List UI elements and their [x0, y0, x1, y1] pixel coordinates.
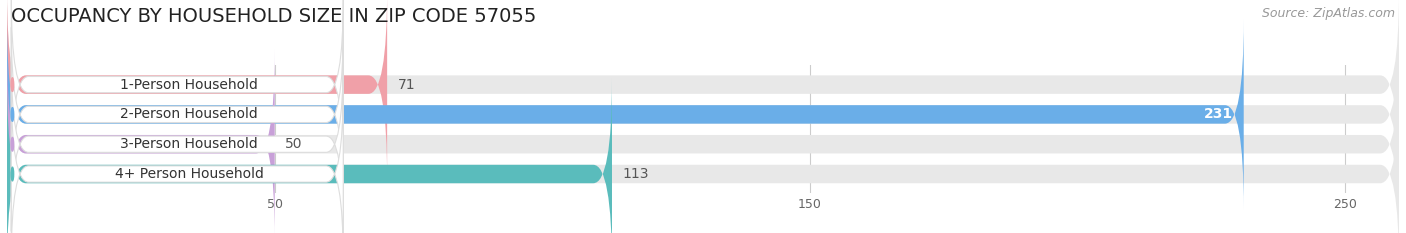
Text: 113: 113: [623, 167, 650, 181]
Circle shape: [11, 78, 14, 91]
FancyBboxPatch shape: [7, 79, 612, 233]
Circle shape: [11, 108, 14, 121]
Text: 231: 231: [1204, 107, 1233, 121]
FancyBboxPatch shape: [11, 57, 343, 231]
Text: 50: 50: [285, 137, 302, 151]
FancyBboxPatch shape: [7, 49, 274, 233]
FancyBboxPatch shape: [7, 19, 1399, 209]
Text: 71: 71: [398, 78, 415, 92]
Circle shape: [11, 137, 14, 151]
FancyBboxPatch shape: [7, 49, 1399, 233]
Text: 3-Person Household: 3-Person Household: [120, 137, 257, 151]
Text: OCCUPANCY BY HOUSEHOLD SIZE IN ZIP CODE 57055: OCCUPANCY BY HOUSEHOLD SIZE IN ZIP CODE …: [11, 7, 537, 26]
Text: 4+ Person Household: 4+ Person Household: [115, 167, 263, 181]
FancyBboxPatch shape: [11, 27, 343, 202]
FancyBboxPatch shape: [7, 19, 1244, 209]
FancyBboxPatch shape: [7, 0, 1399, 180]
FancyBboxPatch shape: [11, 87, 343, 233]
Text: Source: ZipAtlas.com: Source: ZipAtlas.com: [1261, 7, 1395, 20]
Circle shape: [11, 167, 14, 181]
Text: 1-Person Household: 1-Person Household: [120, 78, 257, 92]
FancyBboxPatch shape: [7, 0, 387, 180]
FancyBboxPatch shape: [7, 79, 1399, 233]
Text: 2-Person Household: 2-Person Household: [120, 107, 257, 121]
FancyBboxPatch shape: [11, 0, 343, 172]
